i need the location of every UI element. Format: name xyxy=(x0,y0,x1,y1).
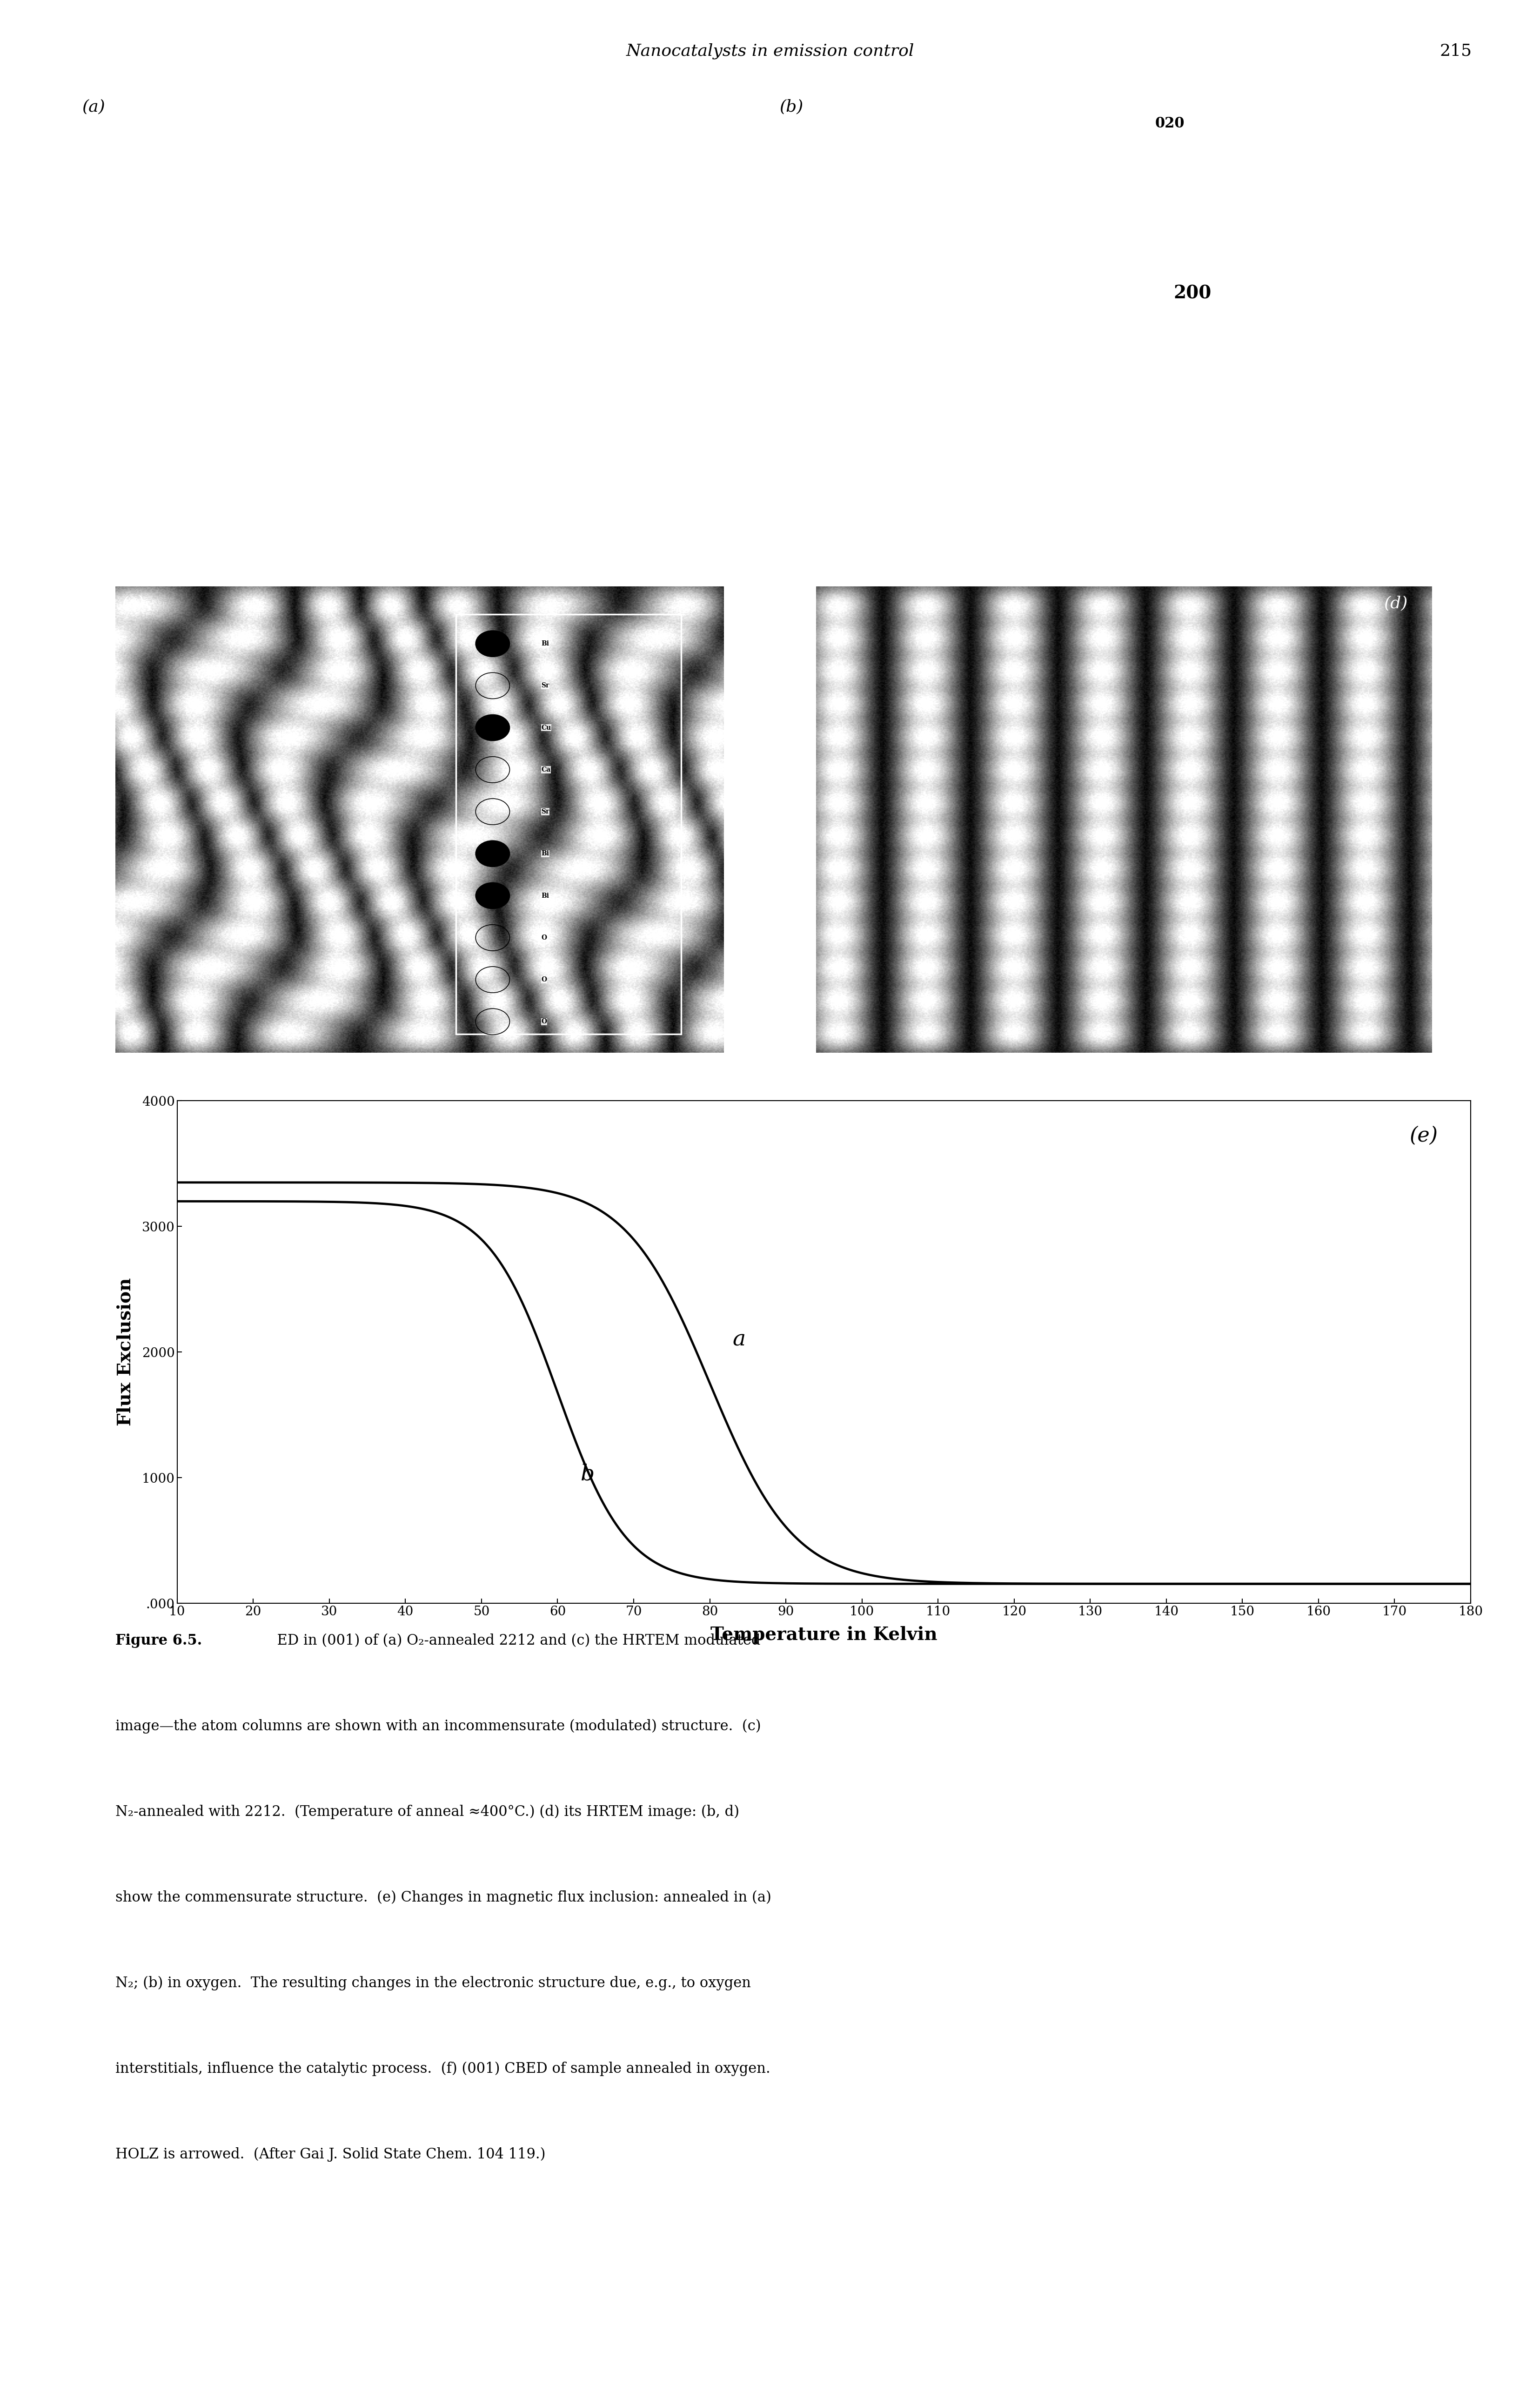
Ellipse shape xyxy=(622,390,644,402)
Circle shape xyxy=(339,459,354,469)
Text: O: O xyxy=(542,1019,547,1024)
Ellipse shape xyxy=(500,323,522,335)
Ellipse shape xyxy=(819,187,912,275)
Ellipse shape xyxy=(1047,486,1201,553)
Text: (a): (a) xyxy=(82,98,105,115)
Ellipse shape xyxy=(519,462,541,471)
Ellipse shape xyxy=(299,462,320,471)
Text: (d): (d) xyxy=(1383,596,1408,613)
Ellipse shape xyxy=(622,256,644,268)
Circle shape xyxy=(485,459,501,469)
Ellipse shape xyxy=(377,134,462,213)
Ellipse shape xyxy=(1337,187,1429,275)
Ellipse shape xyxy=(194,290,280,369)
Ellipse shape xyxy=(299,187,320,196)
Ellipse shape xyxy=(196,390,217,402)
Circle shape xyxy=(476,840,510,866)
Ellipse shape xyxy=(1337,364,1429,452)
Text: (c): (c) xyxy=(122,596,145,613)
Circle shape xyxy=(476,716,510,742)
Text: interstitials, influence the catalytic process.  (f) (001) CBED of sample anneal: interstitials, influence the catalytic p… xyxy=(116,2063,770,2077)
Text: Bi: Bi xyxy=(542,850,550,857)
Text: Figure 6.5.: Figure 6.5. xyxy=(116,1634,202,1649)
Ellipse shape xyxy=(559,421,645,503)
Text: Nanocatalysts in emission control: Nanocatalysts in emission control xyxy=(625,43,915,60)
Ellipse shape xyxy=(317,323,339,335)
Ellipse shape xyxy=(519,187,541,196)
Circle shape xyxy=(476,632,510,656)
Text: a: a xyxy=(733,1331,745,1350)
Text: 020: 020 xyxy=(1155,117,1184,132)
Text: (e): (e) xyxy=(1411,1125,1438,1146)
Ellipse shape xyxy=(194,156,280,237)
Ellipse shape xyxy=(1047,105,1201,172)
Ellipse shape xyxy=(194,421,280,503)
Text: N₂-annealed with 2212.  (Temperature of anneal ≈400°C.) (d) its HRTEM image: (b,: N₂-annealed with 2212. (Temperature of a… xyxy=(116,1804,739,1819)
Ellipse shape xyxy=(819,364,912,452)
Text: image—the atom columns are shown with an incommensurate (modulated) structure.  : image—the atom columns are shown with an… xyxy=(116,1718,761,1733)
Text: O: O xyxy=(542,976,547,984)
Text: 200: 200 xyxy=(1173,285,1212,302)
Text: HOLZ is arrowed.  (After Gai J. Solid State Chem. 104 119.): HOLZ is arrowed. (After Gai J. Solid Sta… xyxy=(116,2147,545,2161)
Text: Sr: Sr xyxy=(542,809,550,816)
Text: Sr: Sr xyxy=(542,682,550,689)
Bar xyxy=(456,615,681,1034)
Polygon shape xyxy=(865,129,1383,529)
Text: 215: 215 xyxy=(1440,43,1472,60)
Text: ED in (001) of (a) O₂-annealed 2212 and (c) the HRTEM modulated: ED in (001) of (a) O₂-annealed 2212 and … xyxy=(268,1634,761,1649)
Ellipse shape xyxy=(377,431,462,510)
Text: Bi: Bi xyxy=(542,893,550,900)
Text: show the commensurate structure.  (e) Changes in magnetic flux inclusion: anneal: show the commensurate structure. (e) Cha… xyxy=(116,1890,772,1905)
Circle shape xyxy=(339,189,354,199)
Ellipse shape xyxy=(196,256,217,268)
Text: O: O xyxy=(542,933,547,940)
X-axis label: Temperature in Kelvin: Temperature in Kelvin xyxy=(710,1625,938,1644)
Text: Ca: Ca xyxy=(542,766,551,773)
Ellipse shape xyxy=(559,156,645,237)
Ellipse shape xyxy=(559,290,645,369)
Ellipse shape xyxy=(383,287,456,354)
Text: Bi: Bi xyxy=(542,641,550,646)
Text: Cu: Cu xyxy=(542,725,551,730)
Text: (b): (b) xyxy=(779,98,804,115)
Circle shape xyxy=(485,189,501,199)
Text: b: b xyxy=(581,1465,594,1484)
Circle shape xyxy=(476,883,510,909)
Y-axis label: Flux Exclusion: Flux Exclusion xyxy=(117,1278,134,1426)
Text: N₂; (b) in oxygen.  The resulting changes in the electronic structure due, e.g.,: N₂; (b) in oxygen. The resulting changes… xyxy=(116,1977,752,1991)
